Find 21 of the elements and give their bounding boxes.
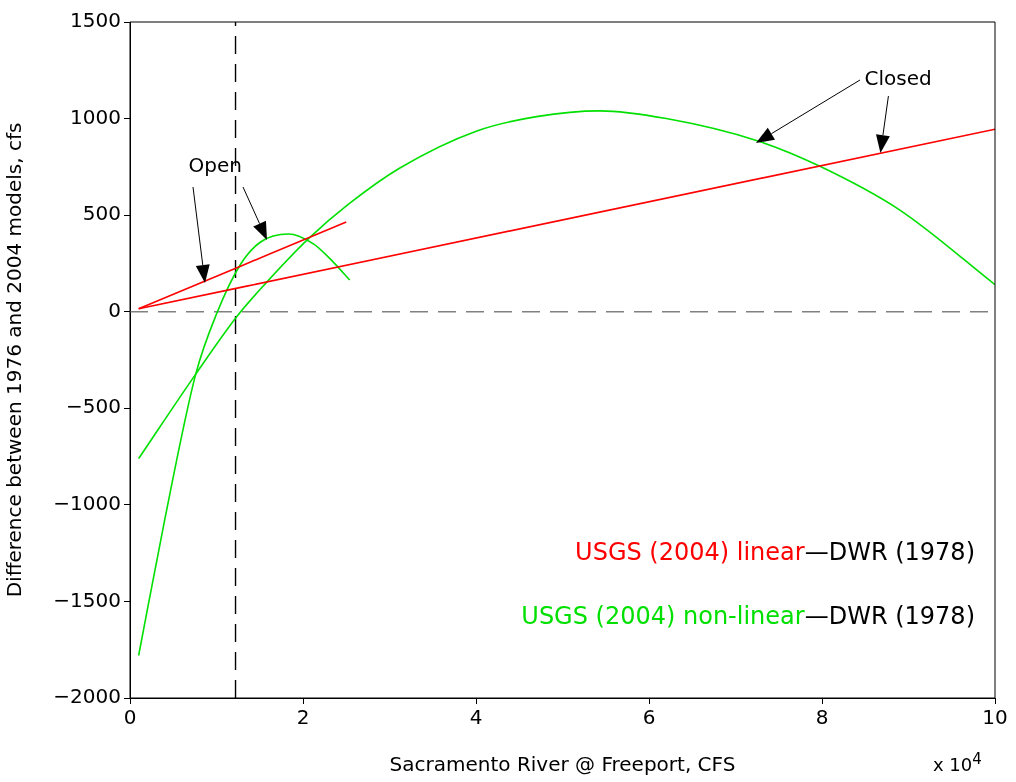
annotation: Closed: [864, 66, 932, 90]
text: x 10$^{4}$: [933, 750, 982, 775]
x-tick-label: 10: [982, 705, 1008, 730]
y-tick-label: −1500: [53, 587, 121, 612]
x-tick-label: 4: [469, 705, 483, 730]
y-tick-label: 1000: [70, 104, 121, 129]
x-tick-label: 2: [296, 705, 310, 730]
x-axis-title: Sacramento River @ Freeport, CFS: [389, 752, 736, 777]
annotation: Open: [188, 153, 242, 177]
y-tick-label: −1000: [53, 491, 121, 516]
x-tick-label: 0: [123, 705, 137, 730]
y-axis-title: Difference between 1976 and 2004 models, cfs: [2, 122, 27, 598]
y-tick-label: −500: [66, 394, 121, 419]
text: USGS (2004) non-linear—DWR (1978): [521, 602, 975, 630]
text: USGS (2004) linear—DWR (1978): [575, 538, 975, 566]
y-tick-label: 1500: [70, 8, 121, 33]
y-tick-label: 500: [82, 201, 121, 226]
x-tick-label: 8: [815, 705, 829, 730]
y-tick-label: 0: [108, 297, 121, 322]
y-tick-label: −2000: [53, 684, 121, 709]
x-tick-label: 6: [642, 705, 656, 730]
